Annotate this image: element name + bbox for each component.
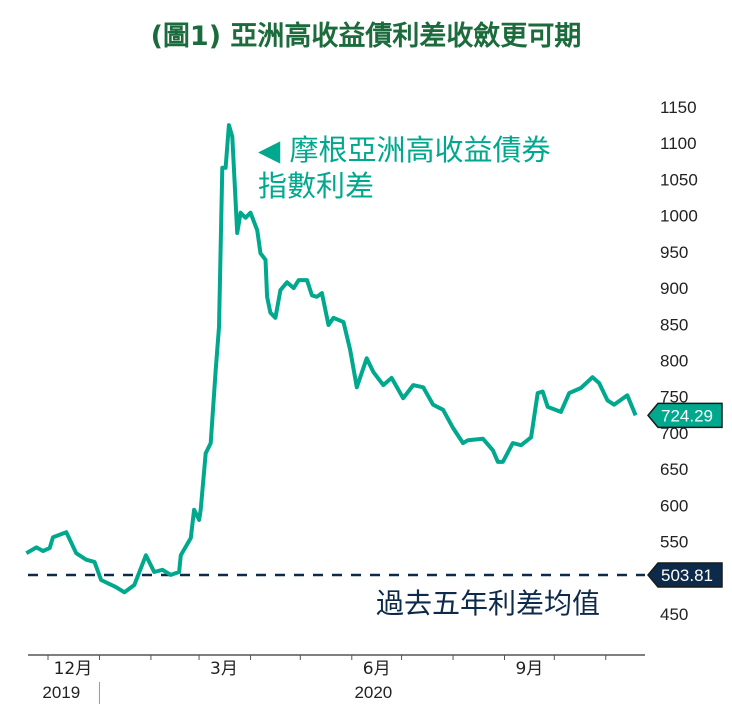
x-tick-label: 3月 (210, 659, 238, 679)
y-tick-label: 550 (660, 533, 688, 552)
y-tick-label: 800 (660, 352, 688, 371)
spread-line (25, 123, 638, 595)
average-annotation: 過去五年利差均值 (376, 587, 601, 620)
last-value-badge-shape (647, 402, 723, 429)
y-tick-label: 600 (660, 496, 688, 515)
series-annotation-line1: ◀ 摩根亞洲高收益債券 (258, 133, 551, 167)
y-tick-label: 1000 (660, 207, 698, 226)
y-tick-label: 1150 (660, 98, 697, 117)
y-tick-label: 650 (660, 460, 688, 479)
y-tick-label: 950 (660, 243, 688, 262)
series-annotation-line2: 指數利差 (258, 169, 375, 203)
chart-title: (圖1) 亞洲高收益債利差收斂更可期 (150, 21, 582, 52)
x-tick-label: 9月 (515, 659, 543, 679)
y-tick-label: 750 (660, 388, 688, 407)
last-value-badge-label: 724.29 (661, 406, 713, 425)
y-tick-label: 1050 (660, 170, 698, 189)
x-tick-label: 6月 (363, 659, 391, 679)
average-value-badge-label: 503.81 (661, 566, 713, 585)
y-tick-label: 700 (660, 424, 688, 443)
y-tick-label: 1100 (660, 134, 697, 153)
year-label: 2019 (42, 683, 80, 702)
y-tick-label: 900 (660, 279, 688, 298)
average-value-badge-shape (647, 562, 723, 588)
y-tick-label: 850 (660, 315, 688, 334)
year-label: 2020 (354, 683, 392, 702)
y-tick-label: 450 (660, 605, 688, 624)
x-tick-label: 12月 (54, 659, 93, 679)
